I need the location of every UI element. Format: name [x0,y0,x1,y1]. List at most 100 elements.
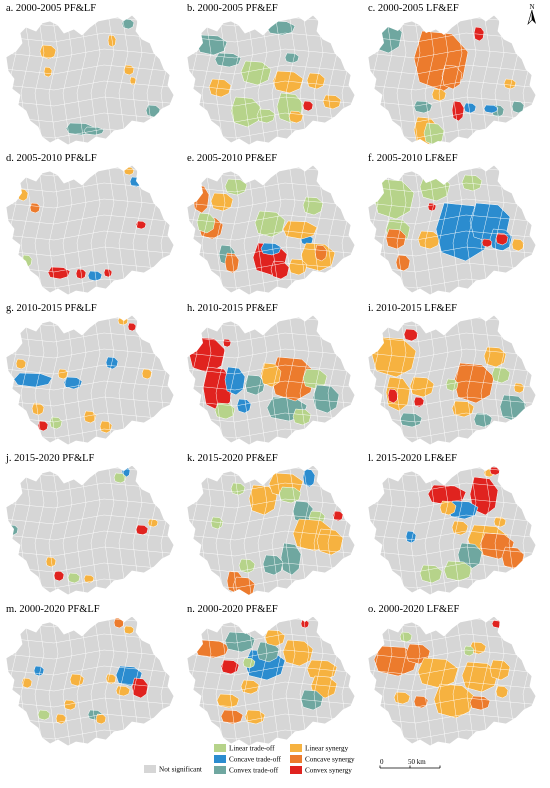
county-boundary [299,315,310,445]
legend-label: Not significant [159,765,202,774]
county-patch [135,524,149,536]
county-patch [43,66,53,78]
county-patch [489,659,511,681]
county-boundary [285,616,296,746]
county-patch [439,500,457,516]
county-patch [37,420,49,432]
county-patch [387,388,399,404]
legend-swatch-not-significant [144,765,156,774]
county-boundary [368,96,536,107]
legend-item-linear-tradeoff: Linear trade-off [214,744,275,753]
map-panel-f: f. 2005-2010 LF&EF [366,153,546,303]
county-boundary [6,80,174,91]
county-boundary [215,616,226,746]
county-boundary [187,364,355,375]
county-boundary [368,166,536,177]
county-patch [29,202,41,214]
panel-label: j. 2015-2020 PF&LF [6,453,95,464]
county-boundary [62,15,73,145]
county-boundary [34,315,45,445]
county-patch [210,192,234,212]
county-boundary [285,165,296,295]
county-boundary [187,498,355,509]
county-boundary [243,165,254,295]
county-patch [31,402,45,416]
county-boundary [396,165,407,295]
county-boundary [466,165,477,295]
region-outline [5,314,175,446]
county-patch [214,402,236,420]
legend-label: Convex trade-off [229,766,279,775]
county-patch [15,358,27,370]
county-boundary [452,616,463,746]
county-boundary [187,214,355,225]
legend-label: Linear trade-off [229,744,275,753]
county-patch [208,78,232,98]
county-boundary [285,315,296,445]
county-patch [230,96,262,128]
county-patch [240,679,260,695]
county-boundary [187,80,355,91]
map-panel-a: a. 2000-2005 PF&LF [4,3,184,153]
county-boundary [368,230,536,241]
county-boundary [6,64,174,75]
county-patch [491,619,505,629]
county-boundary [466,15,477,145]
panel-label: g. 2010-2015 PF&LF [6,303,97,314]
county-boundary [62,315,73,445]
county-patch [413,695,429,709]
county-boundary [368,214,536,225]
county-boundary [187,316,355,327]
panel-label: l. 2015-2020 LF&EF [368,453,457,464]
county-patch [129,76,137,86]
panel-label: a. 2000-2005 PF&LF [6,3,97,14]
county-boundary [118,165,129,295]
map-panel-n: n. 2000-2020 PF&EF [185,604,365,754]
county-boundary [480,465,491,595]
county-boundary [6,546,174,557]
county-patch [260,362,282,388]
county-boundary [6,665,174,676]
north-label: N [529,3,534,11]
county-boundary [6,348,174,359]
county-boundary [466,465,477,595]
county-boundary [187,96,355,107]
panel-label: c. 2000-2005 LF&EF [368,3,459,14]
county-boundary [243,15,254,145]
county-boundary [368,514,536,525]
county-boundary [62,165,73,295]
county-boundary [243,465,254,595]
county-boundary [6,380,174,391]
legend-label: Linear synergy [305,744,349,753]
panel-label: i. 2010-2015 LF&EF [368,303,457,314]
region-map [367,615,537,747]
region-outline [186,14,356,146]
map-panel-m: m. 2000-2020 PF&LF [4,604,184,754]
county-patch [493,516,507,528]
county-patch [306,72,326,90]
county-patch [236,398,252,414]
county-patch [302,100,314,112]
county-boundary [90,315,101,445]
county-patch [121,18,135,30]
panel-label: d. 2005-2010 PF&LF [6,153,97,164]
county-boundary [368,48,536,59]
map-panel-d: d. 2005-2010 PF&LF [4,153,184,303]
region-map [367,464,537,596]
map-panel-c: c. 2000-2005 LF&EF [366,3,546,153]
county-patch [224,252,240,274]
legend-label: Concave trade-off [229,755,281,764]
county-boundary [368,64,536,75]
county-boundary [243,616,254,746]
county-boundary [6,246,174,257]
county-boundary [368,697,536,708]
map-panel-o: o. 2000-2020 LF&EF [366,604,546,754]
county-boundary [90,616,101,746]
county-boundary [118,616,129,746]
county-boundary [368,649,536,660]
county-boundary [6,48,174,59]
legend-item-concave-tradeoff: Concave trade-off [214,755,281,764]
county-patch [483,104,499,114]
region-map [5,615,175,747]
county-boundary [285,15,296,145]
